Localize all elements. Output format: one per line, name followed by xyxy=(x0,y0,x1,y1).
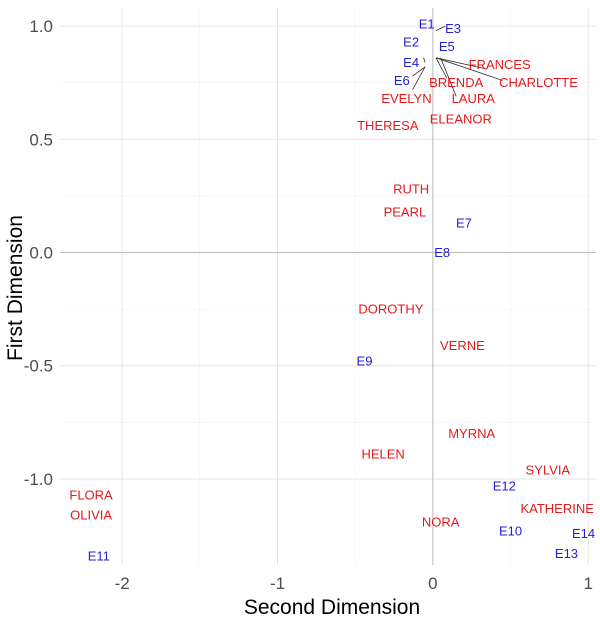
woman-label-laura: LAURA xyxy=(452,91,496,106)
event-label-e4: E4 xyxy=(403,55,419,70)
woman-label-charlotte: CHARLOTTE xyxy=(499,75,578,90)
x-tick-label: -2 xyxy=(115,574,130,593)
leader-line xyxy=(435,57,488,70)
woman-label-helen: HELEN xyxy=(361,447,404,462)
woman-label-evelyn: EVELYN xyxy=(381,91,431,106)
x-tick-label: 0 xyxy=(428,574,437,593)
woman-label-theresa: THERESA xyxy=(357,118,419,133)
y-tick-label: -0.5 xyxy=(24,357,53,376)
leader-lines xyxy=(412,25,503,97)
woman-label-frances: FRANCES xyxy=(469,57,531,72)
woman-label-katherine: KATHERINE xyxy=(520,501,594,516)
woman-label-eleanor: ELEANOR xyxy=(430,111,492,126)
y-tick-label: 0.5 xyxy=(29,130,53,149)
woman-label-dorothy: DOROTHY xyxy=(358,302,423,317)
leader-line xyxy=(412,66,426,90)
y-axis-title: First Dimension xyxy=(4,215,27,361)
event-label-e5: E5 xyxy=(439,39,455,54)
leader-line xyxy=(435,25,446,32)
woman-label-sylvia: SYLVIA xyxy=(526,462,571,477)
woman-label-olivia: OLIVIA xyxy=(70,508,112,523)
woman-label-pearl: PEARL xyxy=(384,204,427,219)
woman-label-ruth: RUTH xyxy=(393,182,429,197)
event-label-e3: E3 xyxy=(445,21,461,36)
leader-line xyxy=(423,57,426,63)
event-label-e12: E12 xyxy=(493,478,516,493)
y-tick-labels: -1.0 -0.5 0.0 0.5 1.0 xyxy=(24,17,53,489)
leader-line xyxy=(440,57,457,97)
leader-line xyxy=(412,66,426,77)
x-tick-label: -1 xyxy=(270,574,285,593)
event-label-e9: E9 xyxy=(357,354,373,369)
woman-label-verne: VERNE xyxy=(440,338,485,353)
y-tick-label: -1.0 xyxy=(24,470,53,489)
event-label-e11: E11 xyxy=(88,548,110,563)
event-label-e2: E2 xyxy=(403,34,419,49)
woman-label-myrna: MYRNA xyxy=(448,426,495,441)
event-label-e10: E10 xyxy=(499,524,522,539)
woman-label-nora: NORA xyxy=(422,514,460,529)
event-label-e13: E13 xyxy=(555,546,578,561)
event-label-e8: E8 xyxy=(434,245,450,260)
event-label-e14: E14 xyxy=(572,526,595,541)
leader-line xyxy=(435,57,448,79)
woman-label-flora: FLORA xyxy=(69,487,113,502)
event-label-e6: E6 xyxy=(394,73,410,88)
y-tick-label: 0.0 xyxy=(29,244,53,263)
reference-lines xyxy=(60,8,596,565)
event-label-e1: E1 xyxy=(419,16,435,31)
leader-line xyxy=(435,57,503,81)
x-tick-label: 1 xyxy=(583,574,592,593)
y-tick-label: 1.0 xyxy=(29,17,53,36)
event-label-e7: E7 xyxy=(456,216,472,231)
woman-label-brenda: BRENDA xyxy=(429,75,484,90)
x-axis-title: Second Dimension xyxy=(244,596,420,619)
x-tick-labels: -2 -1 0 1 xyxy=(115,574,593,593)
